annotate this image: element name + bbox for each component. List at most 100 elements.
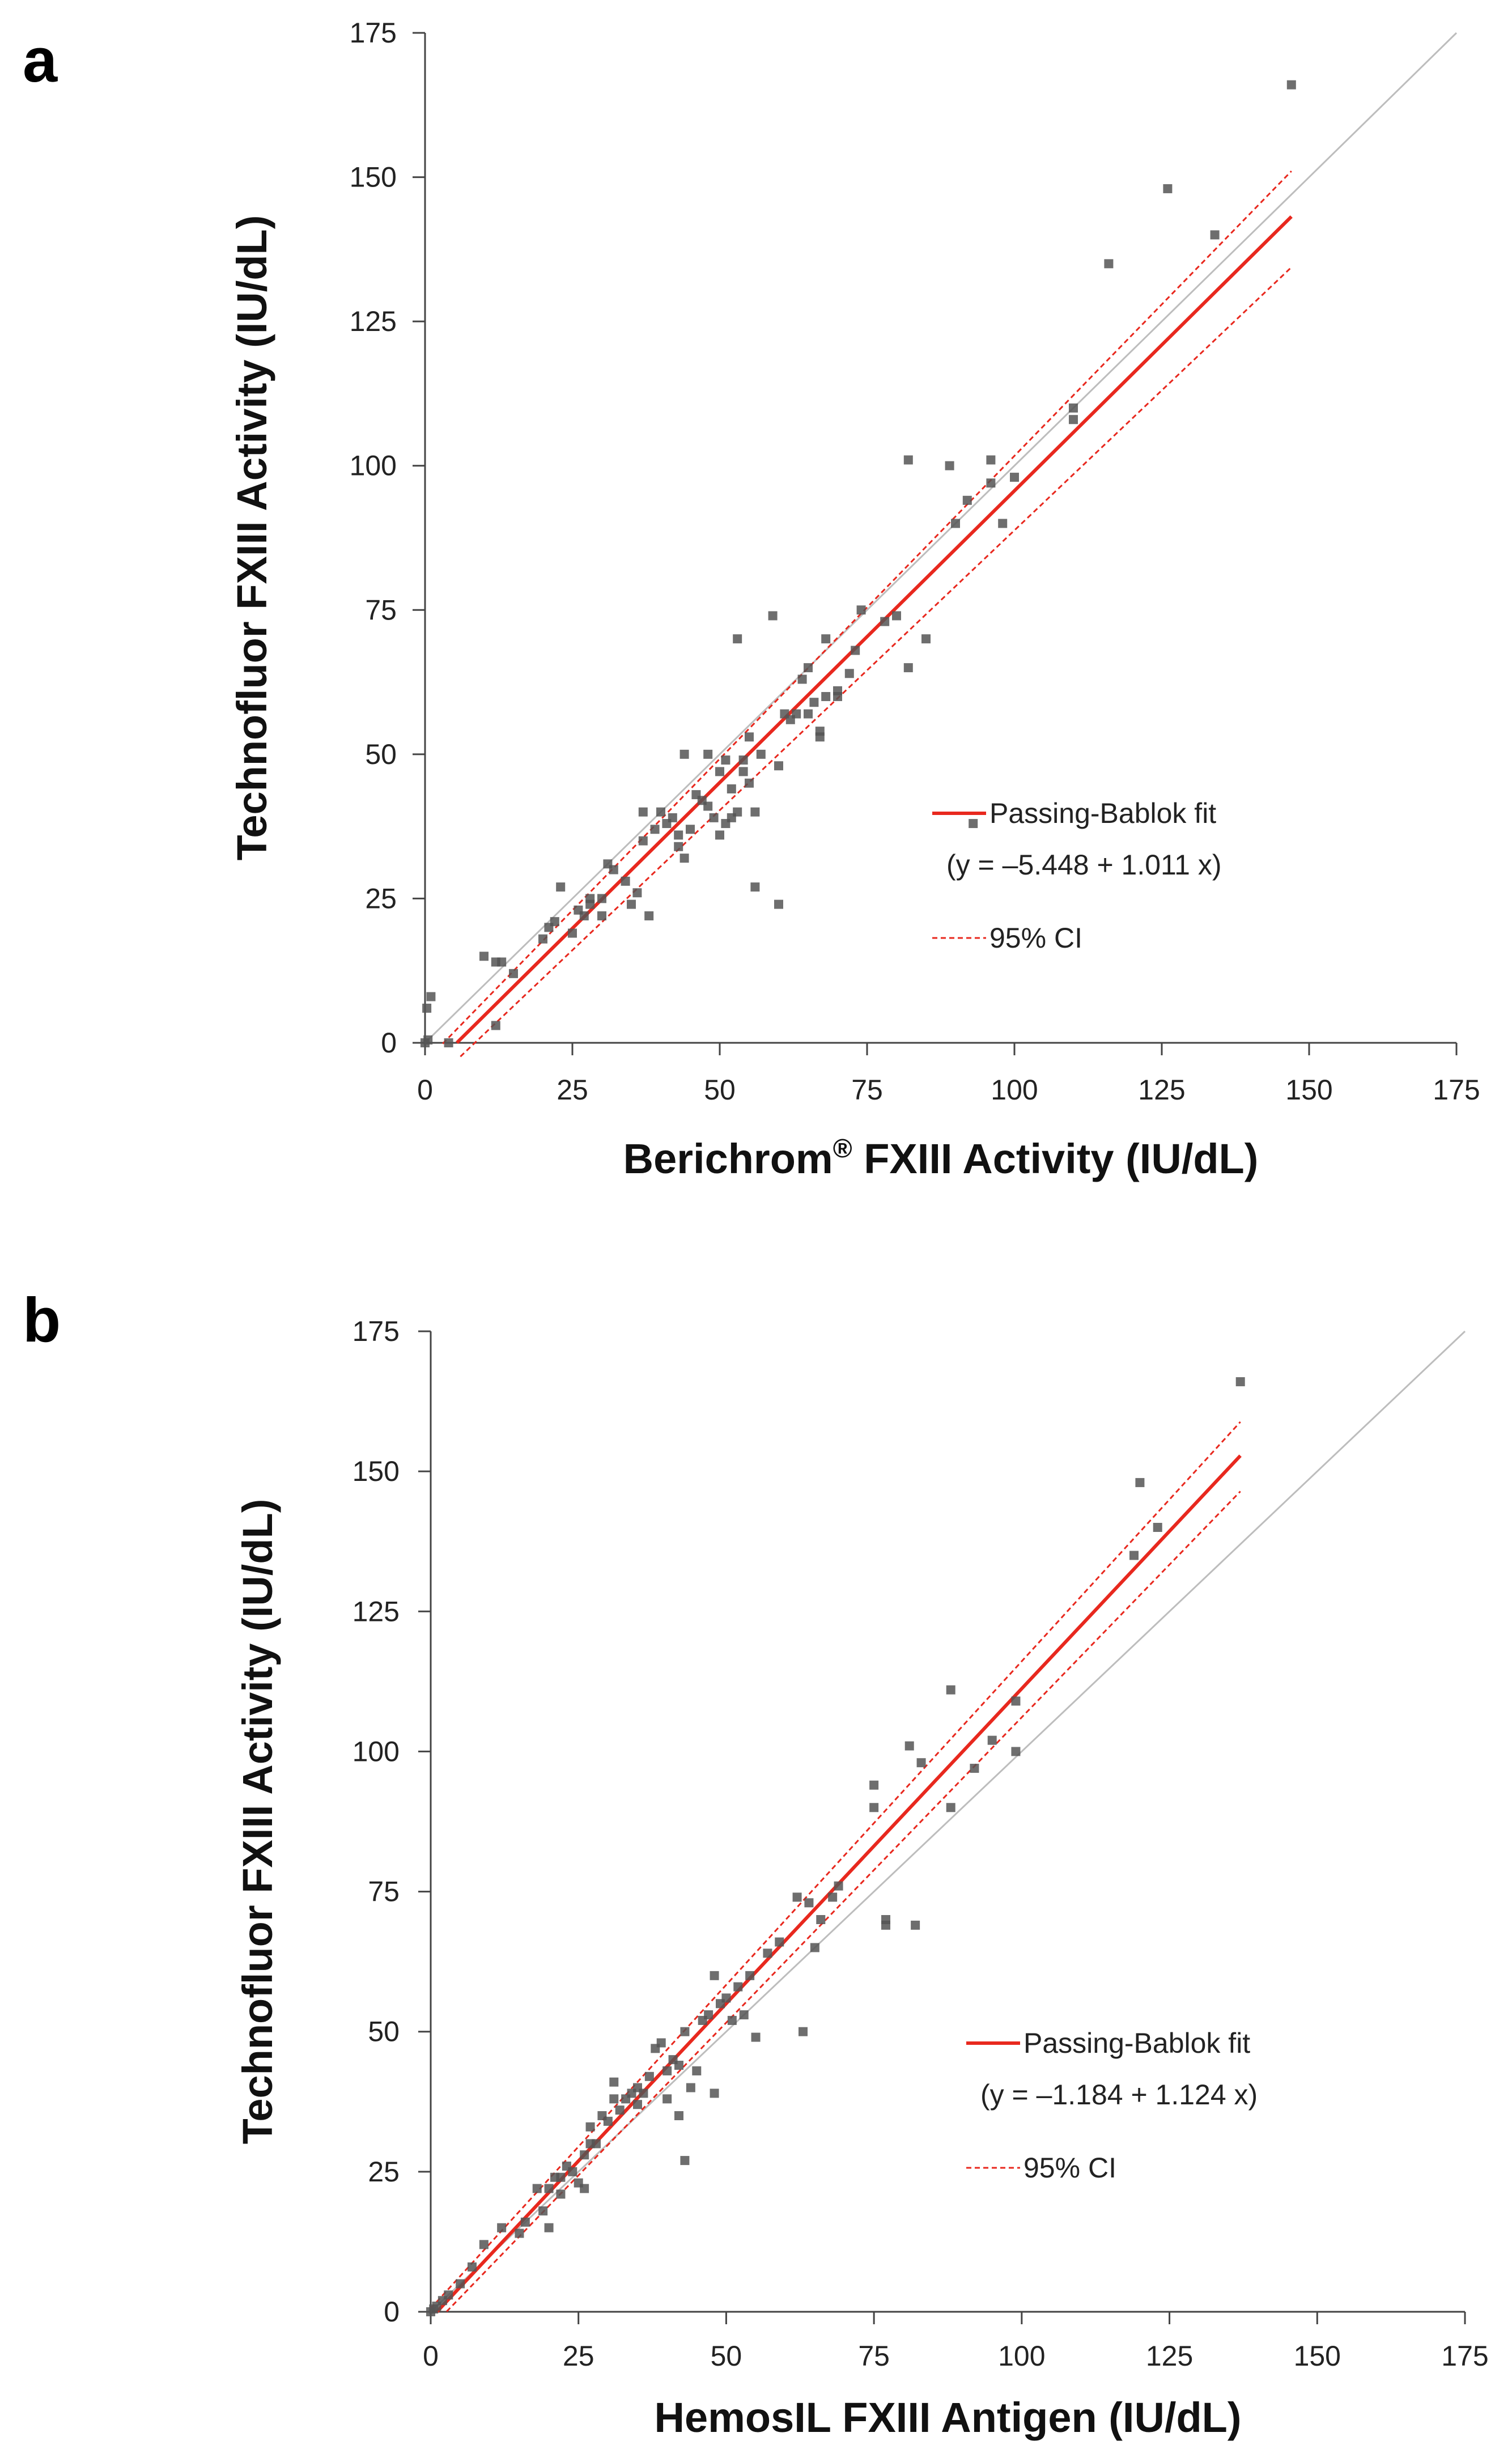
data-points (421, 80, 1296, 1047)
data-point (1235, 1377, 1245, 1386)
y-tick-label: 25 (368, 2156, 400, 2188)
data-point (580, 2150, 589, 2160)
data-point (650, 825, 660, 834)
identity-line (430, 1330, 1466, 2313)
data-point (816, 1915, 826, 1924)
data-point (580, 2184, 589, 2193)
data-point (921, 634, 931, 644)
legend-ci-label: 95% CI (989, 922, 1082, 954)
data-point (721, 1993, 731, 2003)
data-point (951, 519, 960, 528)
data-point (733, 1982, 743, 1992)
data-point (656, 807, 665, 817)
ci-upper-line (430, 1421, 1241, 2310)
x-tick-label: 25 (563, 2340, 594, 2372)
data-point (768, 611, 778, 621)
x-tick-label: 150 (1285, 1074, 1332, 1106)
data-point (597, 894, 606, 903)
data-point (692, 2066, 702, 2075)
data-point (721, 755, 730, 765)
data-point (892, 611, 901, 621)
legend-equation: (y = –5.448 + 1.011 x) (946, 849, 1222, 881)
data-point (638, 836, 648, 846)
data-point (946, 1685, 955, 1695)
data-point (509, 969, 518, 978)
data-point (715, 830, 724, 840)
data-point (804, 1898, 814, 1908)
x-axis-title: Berichrom® FXIII Activity (IU/dL) (623, 1134, 1259, 1182)
x-tick-label: 50 (711, 2340, 742, 2372)
data-point (1135, 1478, 1145, 1487)
data-point (881, 1920, 890, 1930)
y-axis-title: Technofluor FXIII Activity (IU/dL) (234, 1499, 281, 2145)
data-point (738, 755, 748, 765)
data-point (750, 807, 760, 817)
data-point (844, 669, 854, 678)
data-point (609, 2094, 619, 2104)
data-point (709, 813, 719, 822)
data-point (987, 1735, 997, 1745)
x-axis-title: HemosIL FXIII Antigen (IU/dL) (655, 2394, 1242, 2441)
data-point (911, 1920, 920, 1930)
data-point (609, 2077, 619, 2087)
y-tick-label: 125 (350, 305, 397, 337)
data-point (639, 2088, 648, 2098)
data-point (946, 1803, 955, 1812)
ci-lower-line (460, 266, 1292, 1058)
data-point (945, 461, 954, 470)
data-point (750, 882, 760, 892)
data-point (674, 842, 683, 851)
data-point (775, 1937, 784, 1947)
data-point (792, 709, 801, 719)
data-point (556, 882, 566, 892)
x-tick-label: 50 (704, 1074, 736, 1106)
data-point (821, 634, 831, 644)
data-point (456, 2279, 465, 2289)
y-tick-label: 150 (352, 1455, 400, 1487)
data-point (804, 709, 813, 719)
data-point (710, 2088, 719, 2098)
data-point (738, 767, 748, 776)
y-tick-label: 75 (365, 594, 397, 626)
y-tick-label: 100 (350, 450, 397, 482)
data-point (1286, 80, 1296, 90)
y-tick-label: 25 (365, 882, 397, 914)
data-point (1069, 415, 1078, 424)
data-point (426, 992, 436, 1001)
data-point (662, 2066, 672, 2075)
data-point (1153, 1523, 1162, 1532)
data-point (491, 1021, 500, 1030)
data-point (1129, 1551, 1139, 1560)
data-point (1210, 230, 1220, 240)
data-point (1010, 473, 1019, 482)
x-tick-label: 100 (991, 1074, 1038, 1106)
data-point (656, 2038, 666, 2048)
data-point (969, 819, 978, 829)
data-point (703, 801, 713, 811)
data-point (497, 2223, 507, 2232)
data-point (585, 894, 595, 903)
identity-line (424, 32, 1458, 1044)
data-point (970, 1764, 979, 1773)
data-point (745, 778, 754, 788)
y-axis-title: Technofluor FXIII Activity (IU/dL) (228, 215, 275, 861)
data-point (603, 2116, 613, 2126)
y-tick-label: 175 (350, 17, 397, 49)
data-point (585, 2122, 595, 2132)
data-point (745, 1971, 755, 1980)
data-point (774, 761, 783, 771)
data-point (815, 732, 825, 742)
x-tick-label: 75 (858, 2340, 890, 2372)
chart-panel-a: 0 25 50 75 100 125 150 175 0 25 50 75 100 125 150 175 Pa… (228, 17, 1480, 1182)
data-point (579, 911, 589, 920)
data-point (662, 2094, 672, 2104)
data-point (632, 888, 642, 898)
data-point (733, 807, 742, 817)
data-point (704, 2010, 713, 2020)
data-point (644, 911, 654, 920)
panel-label-b: b (23, 1285, 61, 1355)
data-point (538, 934, 547, 944)
data-point (763, 1948, 772, 1958)
data-point (597, 911, 606, 920)
data-point (834, 1881, 843, 1891)
